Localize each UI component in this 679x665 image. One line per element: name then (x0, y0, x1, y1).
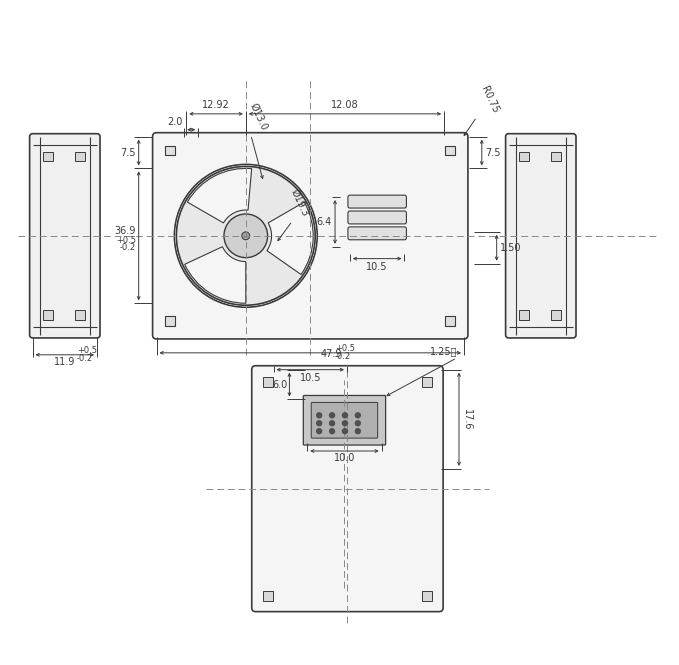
Bar (43, 152, 54, 162)
Bar (422, 591, 433, 600)
Bar (445, 146, 455, 156)
Text: 6.4: 6.4 (317, 217, 332, 227)
Bar (422, 376, 433, 386)
Text: 2.0: 2.0 (167, 117, 183, 127)
Circle shape (342, 421, 348, 426)
Circle shape (224, 214, 268, 257)
Circle shape (316, 429, 322, 434)
Text: 1.50: 1.50 (500, 243, 521, 253)
Text: Ø13.0: Ø13.0 (248, 101, 269, 132)
Text: Ø19.3: Ø19.3 (289, 188, 311, 218)
Text: 12.08: 12.08 (331, 100, 359, 110)
Text: +0.5: +0.5 (335, 344, 355, 353)
Text: 7.5: 7.5 (485, 148, 500, 158)
FancyBboxPatch shape (348, 195, 407, 208)
Bar (519, 152, 530, 162)
Text: 47.9: 47.9 (320, 349, 342, 359)
Text: 10.0: 10.0 (334, 453, 355, 463)
FancyBboxPatch shape (304, 396, 386, 445)
Circle shape (355, 429, 361, 434)
Bar (519, 310, 530, 320)
Text: -0.2: -0.2 (77, 354, 93, 363)
Bar (75, 310, 85, 320)
Circle shape (329, 413, 335, 418)
Bar (263, 591, 272, 600)
Text: -0.2: -0.2 (120, 243, 136, 252)
Text: 10.5: 10.5 (299, 372, 321, 382)
FancyBboxPatch shape (506, 134, 576, 338)
Text: 7.5: 7.5 (120, 148, 136, 158)
FancyBboxPatch shape (252, 366, 443, 612)
Text: 12.92: 12.92 (202, 100, 230, 110)
Text: 10.5: 10.5 (367, 261, 388, 271)
Circle shape (342, 429, 348, 434)
Circle shape (355, 421, 361, 426)
Text: 6.0: 6.0 (272, 380, 287, 390)
Bar (551, 310, 561, 320)
Circle shape (355, 413, 361, 418)
Circle shape (175, 166, 316, 306)
FancyBboxPatch shape (30, 134, 100, 338)
Text: +0.5: +0.5 (77, 346, 96, 355)
Bar (445, 316, 455, 326)
Text: -0.2: -0.2 (335, 352, 351, 361)
Bar (263, 376, 272, 386)
Bar (166, 146, 175, 156)
Text: +0.5: +0.5 (115, 236, 136, 245)
Bar (43, 310, 54, 320)
Circle shape (329, 421, 335, 426)
Text: 17.6: 17.6 (462, 408, 472, 430)
FancyBboxPatch shape (348, 211, 407, 224)
Circle shape (316, 421, 322, 426)
Wedge shape (187, 168, 252, 223)
FancyBboxPatch shape (153, 133, 468, 339)
FancyBboxPatch shape (348, 227, 407, 240)
Text: 36.9: 36.9 (114, 226, 136, 236)
Text: 1.25㎜: 1.25㎜ (430, 346, 457, 356)
Text: 11.9: 11.9 (54, 357, 75, 367)
Bar (75, 152, 85, 162)
Wedge shape (185, 247, 246, 303)
Circle shape (177, 166, 315, 305)
Circle shape (316, 413, 322, 418)
Circle shape (329, 429, 335, 434)
Text: R0.75: R0.75 (479, 84, 500, 115)
Circle shape (342, 413, 348, 418)
Bar (166, 316, 175, 326)
Bar (551, 152, 561, 162)
Wedge shape (267, 202, 313, 275)
FancyBboxPatch shape (311, 402, 378, 438)
Circle shape (242, 232, 250, 240)
